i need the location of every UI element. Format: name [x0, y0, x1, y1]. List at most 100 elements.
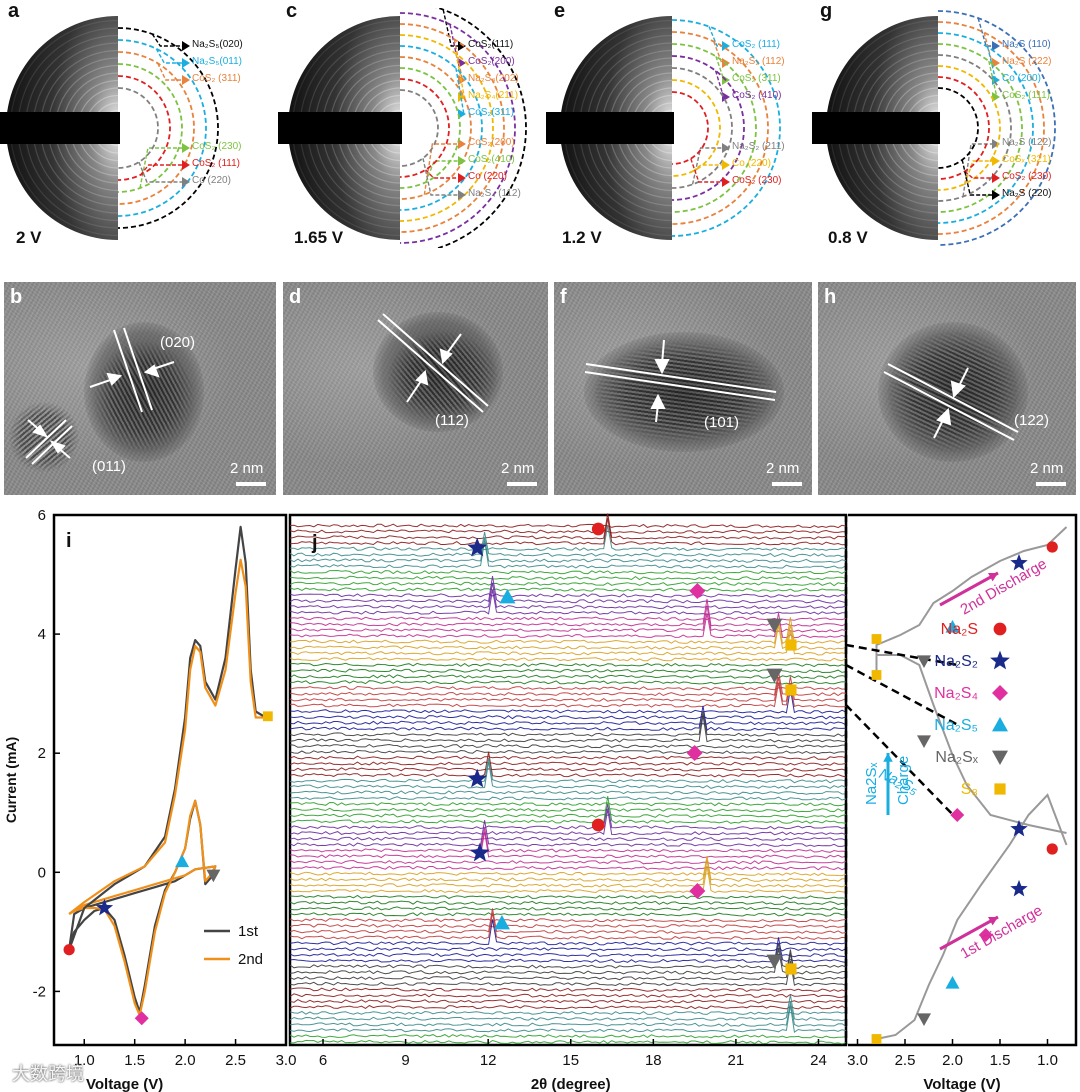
xrd-pattern-line	[289, 605, 847, 633]
saed-ring-label: CoS₂(311)	[468, 107, 514, 118]
x-tick-label: 2.5	[225, 1052, 246, 1069]
marker-nas	[766, 668, 783, 683]
xrd-pattern-line	[289, 599, 847, 627]
saed-leader-line	[442, 9, 458, 47]
xrd-pattern-line	[289, 859, 847, 865]
xrd-pattern-line	[289, 860, 847, 888]
marker-nas	[766, 618, 783, 633]
arrow-icon	[722, 143, 730, 153]
marker-nas	[917, 655, 931, 668]
x-axis-label: 2θ (degree)	[531, 1076, 611, 1092]
cv-chart: 1.0 1.5 2.0 2.5 3.0 -2 0 2 4 6 Voltage (V) Current …	[3, 507, 296, 1092]
xrd-pattern-line	[289, 616, 847, 621]
legend-label: Na₂S₄	[934, 685, 978, 702]
arrow-icon	[992, 58, 1000, 68]
saed-ring-label: Na₂S (220)	[1002, 188, 1052, 199]
xrd-pattern-line	[289, 993, 847, 998]
panel-label-f: f	[560, 286, 567, 308]
saed-ring	[435, 8, 527, 248]
legend-label: Na₂Sₓ	[935, 749, 978, 766]
saed-ring-label: CoS₂ (111)	[192, 158, 240, 169]
arrow-icon	[722, 160, 730, 170]
saed-pattern	[278, 8, 527, 248]
cv-series-2nd-charge	[68, 558, 266, 915]
panel-label-c: c	[286, 0, 298, 22]
voltage-label: 1.65 V	[294, 228, 344, 247]
xrd-pattern-line	[289, 919, 847, 946]
marker-s	[871, 1034, 882, 1044]
xrd-pattern-line	[289, 923, 847, 929]
xrd-pattern-line	[289, 831, 847, 859]
saed-ring-label: Na₂S₅(011)	[192, 56, 242, 67]
saed-ring	[117, 39, 207, 217]
x-axis-label: Voltage (V)	[86, 1076, 163, 1092]
xrd-pattern-line	[289, 1034, 847, 1039]
marker-nas	[978, 928, 993, 942]
marker-nas	[467, 537, 488, 557]
xrd-pattern-line	[289, 836, 847, 842]
marker-nas	[591, 522, 605, 536]
plane-label: (112)	[435, 412, 469, 429]
saed-leader-line	[423, 143, 458, 195]
marker-nas	[992, 685, 1008, 701]
x-tick-label: 12	[480, 1052, 497, 1069]
y-tick-label: 2	[38, 745, 46, 762]
saed-ring-label: Na₂S₂ (112)	[732, 56, 785, 67]
xrd-pattern-line	[289, 513, 847, 540]
xrd-pattern-line	[289, 531, 847, 558]
xrd-pattern-line	[289, 937, 847, 963]
marker-nas	[470, 842, 490, 862]
x-tick-label: 1.5	[124, 1052, 145, 1069]
xrd-pattern-line	[289, 813, 847, 819]
arrow-icon	[458, 41, 466, 51]
marker-nas	[945, 620, 960, 633]
arrow-icon	[992, 41, 1000, 51]
x-axis-label: Voltage (V)	[923, 1076, 1000, 1092]
saed-ring-label: CoS₂ (230)	[732, 175, 782, 186]
x-tick-label: 1.0	[1037, 1052, 1058, 1069]
marker-nas	[990, 650, 1010, 670]
xrd-chart: 6 9 12 15 18 21 24 2θ (degree) j	[288, 513, 848, 1092]
saed-ring	[671, 31, 769, 225]
xrd-pattern-line	[289, 540, 847, 569]
saed-ring	[671, 79, 721, 177]
saed-leader-line	[140, 164, 182, 176]
annotation-charge: Charge	[895, 756, 912, 805]
xrd-pattern-line	[289, 630, 847, 656]
arrow-icon	[182, 75, 190, 85]
saed-ring-label: Co (200)	[1002, 73, 1041, 84]
saed-ring-label: Na₂S₄ (112)	[468, 188, 521, 199]
scale-bar-label: 2 nm	[230, 460, 264, 477]
y-tick-label: 4	[38, 626, 46, 643]
xrd-pattern-line	[289, 612, 847, 639]
marker-nas	[95, 898, 114, 916]
panel-label-g: g	[820, 0, 833, 22]
marker-s	[785, 963, 797, 975]
marker-nas	[591, 818, 605, 832]
arrow-icon	[992, 156, 1000, 166]
saed-ring	[937, 10, 1056, 246]
lattice-markers	[25, 327, 175, 465]
saed-ring	[937, 43, 1023, 213]
saed-leader-line	[690, 158, 722, 183]
saed-ring-label: CoS₂(410)	[468, 154, 515, 165]
xrd-pattern-line	[289, 894, 847, 900]
saed-ring	[399, 23, 505, 233]
cv-series-2nd	[68, 799, 217, 1017]
x-tick-label: 21	[728, 1052, 745, 1069]
beam-stop	[278, 112, 402, 144]
saed-ring	[117, 87, 159, 169]
saed-ring-label: CoSₓ (321)	[1002, 154, 1051, 165]
saed-ring	[117, 27, 219, 229]
marker-nas	[689, 883, 706, 899]
saed-ring-label: CoS₂ (311)	[192, 73, 241, 84]
legend-label: 1st	[238, 923, 259, 940]
saed-ring-label: Na₂S₅(020)	[192, 39, 243, 50]
xrd-pattern-line	[289, 801, 847, 807]
xrd-pattern-line	[289, 767, 847, 772]
arrow-icon	[992, 173, 1000, 183]
xrd-pattern-line	[289, 682, 847, 708]
arrow-icon	[722, 177, 730, 187]
